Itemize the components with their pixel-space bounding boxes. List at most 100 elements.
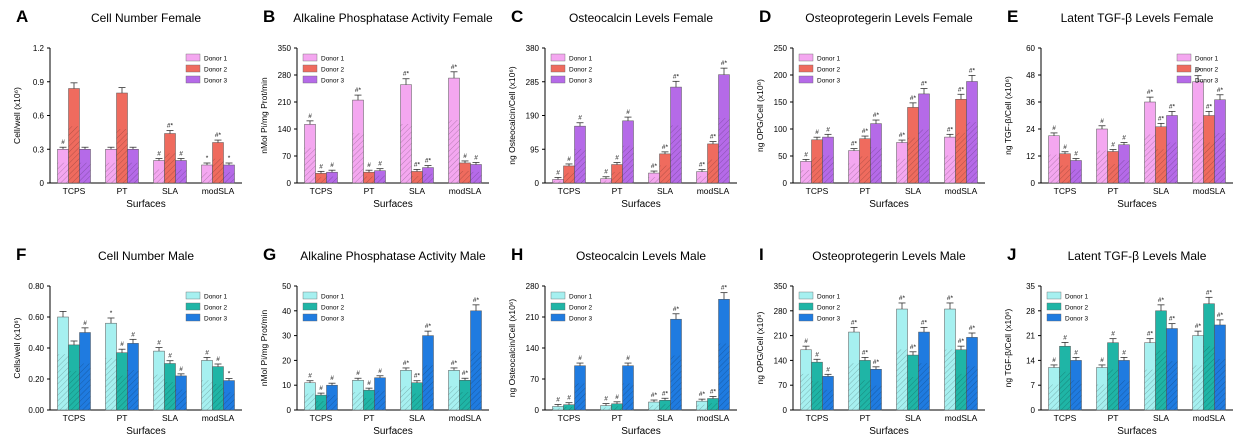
bar-hatch bbox=[563, 172, 575, 183]
significance-marker: #* bbox=[1147, 331, 1154, 338]
y-tick-label: 210 bbox=[774, 332, 788, 341]
y-axis-label: ng Osteocalcin/Cell (x10⁶) bbox=[507, 66, 517, 165]
significance-marker: * bbox=[228, 371, 231, 378]
y-tick-label: 280 bbox=[278, 71, 292, 80]
significance-marker: #* bbox=[851, 141, 858, 148]
significance-marker: # bbox=[83, 320, 87, 327]
legend-label: Donor 2 bbox=[1065, 305, 1089, 312]
y-tick-label: 250 bbox=[774, 44, 788, 53]
significance-marker: # bbox=[157, 151, 161, 158]
significance-marker: * bbox=[228, 155, 231, 162]
significance-marker: # bbox=[1074, 349, 1078, 356]
bar-hatch bbox=[470, 350, 482, 410]
y-tick-label: 28 bbox=[1026, 307, 1035, 316]
significance-marker: # bbox=[1052, 357, 1056, 364]
bar-hatch bbox=[848, 163, 860, 183]
x-tick-label: SLA bbox=[162, 413, 178, 423]
significance-marker: #* bbox=[721, 285, 728, 292]
bar-hatch bbox=[552, 407, 564, 410]
y-tick-label: 30 bbox=[282, 332, 291, 341]
significance-marker: #* bbox=[662, 144, 669, 151]
bar-hatch bbox=[659, 404, 671, 410]
bar-hatch bbox=[116, 129, 128, 183]
bar-hatch bbox=[1048, 384, 1060, 410]
panel-a: A Cell Number Female 0 0.3 0.6 0.9 1.2 Cell/wel… bbox=[12, 7, 242, 210]
panel-title: Latent TGF-β Levels Male bbox=[1068, 249, 1207, 263]
legend-label: Donor 1 bbox=[321, 294, 345, 301]
bar-hatch bbox=[600, 407, 612, 410]
significance-marker: # bbox=[1100, 118, 1104, 125]
legend-label: Donor 1 bbox=[569, 56, 593, 63]
legend-swatch bbox=[1046, 291, 1062, 300]
x-axis-label: Surfaces bbox=[373, 199, 412, 210]
y-tick-label: 280 bbox=[774, 307, 788, 316]
y-tick-label: 70 bbox=[778, 381, 787, 390]
y-tick-label: 0 bbox=[783, 179, 788, 188]
bar-hatch bbox=[352, 133, 364, 183]
bar-hatch bbox=[944, 349, 956, 410]
legend-label: Donor 2 bbox=[817, 67, 841, 74]
bar-hatch bbox=[822, 389, 834, 410]
bar-hatch bbox=[896, 158, 908, 183]
panel-title: Osteocalcin Levels Male bbox=[576, 249, 706, 263]
significance-marker: # bbox=[1063, 334, 1067, 341]
panel-letter: H bbox=[511, 245, 523, 264]
significance-marker: #* bbox=[710, 388, 717, 395]
significance-marker: #* bbox=[910, 95, 917, 102]
bar-hatch bbox=[116, 375, 128, 410]
legend-swatch bbox=[550, 75, 566, 84]
bar-hatch bbox=[315, 177, 327, 183]
legend-swatch bbox=[1046, 313, 1062, 322]
bar-hatch bbox=[400, 386, 412, 410]
bar-hatch bbox=[1070, 380, 1082, 410]
panel-letter: D bbox=[759, 7, 771, 26]
significance-marker: # bbox=[626, 355, 630, 362]
significance-marker: #* bbox=[355, 87, 362, 94]
significance-marker: #* bbox=[1217, 312, 1224, 319]
significance-marker: # bbox=[168, 353, 172, 360]
y-tick-label: 0.9 bbox=[33, 78, 45, 87]
bar-hatch bbox=[896, 349, 908, 410]
bar-hatch bbox=[164, 153, 176, 183]
bar-hatch bbox=[79, 162, 91, 183]
bar-hatch bbox=[611, 406, 623, 410]
y-tick-label: 7 bbox=[1031, 381, 1036, 390]
bar-hatch bbox=[459, 392, 471, 410]
significance-marker: #* bbox=[1169, 316, 1176, 323]
y-tick-label: 190 bbox=[526, 112, 540, 121]
legend-label: Donor 2 bbox=[204, 305, 228, 312]
significance-marker: # bbox=[604, 169, 608, 176]
bar-hatch bbox=[811, 381, 823, 410]
y-tick-label: 60 bbox=[1026, 44, 1035, 53]
significance-marker: # bbox=[1122, 349, 1126, 356]
y-tick-label: 95 bbox=[530, 145, 539, 154]
significance-marker: # bbox=[804, 338, 808, 345]
significance-marker: #* bbox=[721, 60, 728, 67]
y-tick-label: 0.00 bbox=[28, 406, 44, 415]
y-tick-label: 200 bbox=[774, 71, 788, 80]
bar-hatch bbox=[859, 156, 871, 183]
x-tick-label: TCPS bbox=[806, 413, 829, 423]
legend-label: Donor 1 bbox=[204, 56, 228, 63]
significance-marker: # bbox=[567, 395, 571, 402]
bar-hatch bbox=[811, 157, 823, 183]
bar-hatch bbox=[1203, 346, 1215, 410]
significance-marker: # bbox=[1100, 357, 1104, 364]
bar-hatch bbox=[422, 365, 434, 410]
bar-hatch bbox=[966, 366, 978, 410]
bar-hatch bbox=[105, 162, 117, 183]
x-axis-label: Surfaces bbox=[373, 426, 412, 437]
legend-swatch bbox=[550, 64, 566, 73]
y-tick-label: 70 bbox=[282, 152, 291, 161]
panel-title: Osteoprotegerin Levels Female bbox=[805, 11, 973, 25]
bar-hatch bbox=[326, 176, 338, 183]
bar-hatch bbox=[326, 395, 338, 410]
bar-hatch bbox=[1118, 160, 1130, 183]
bar-hatch bbox=[1155, 350, 1167, 410]
x-tick-label: modSLA bbox=[449, 413, 482, 423]
y-tick-label: 35 bbox=[1026, 282, 1035, 291]
significance-marker: # bbox=[474, 154, 478, 161]
x-tick-label: SLA bbox=[409, 413, 425, 423]
legend-label: Donor 3 bbox=[321, 316, 345, 323]
bar-hatch bbox=[175, 389, 187, 410]
